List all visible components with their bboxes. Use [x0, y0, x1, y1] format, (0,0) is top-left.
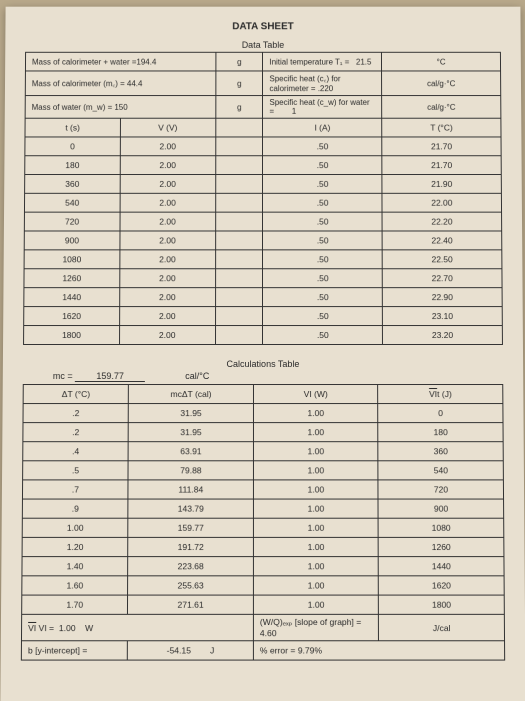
table-row: 5402.00.5022.00	[24, 193, 501, 212]
data-sheet: DATA SHEET Data Table Mass of calorimete…	[0, 6, 525, 701]
col-vit: VIt (J)	[378, 384, 503, 403]
table-row: 14402.00.5022.90	[23, 287, 501, 306]
table-row: 12602.00.5022.70	[23, 268, 501, 287]
data-table-header: t (s) V (V) I (A) T (°C)	[24, 118, 500, 137]
col-temp: T (°C)	[381, 118, 500, 137]
sheet-title: DATA SHEET	[25, 21, 501, 32]
mass-cal-water-unit: g	[215, 52, 263, 71]
table-row: .231.951.000	[22, 403, 502, 422]
table-row: .231.951.00180	[22, 422, 502, 441]
col-mcdt: mcΔT (cal)	[128, 384, 253, 403]
meta-row-1: Mass of calorimeter + water =194.4 g Ini…	[25, 52, 500, 71]
col-dt: ΔT (°C)	[23, 384, 129, 403]
initial-temp-unit: °C	[381, 52, 500, 71]
table-row: .579.881.00540	[22, 460, 503, 479]
slope-unit: J/cal	[378, 614, 504, 640]
table-row: 18002.00.5023.20	[23, 325, 502, 344]
table-row: .7111.841.00720	[22, 479, 503, 498]
data-table: Mass of calorimeter + water =194.4 g Ini…	[23, 51, 503, 344]
slope: (W/Q)ₑₓₚ [slope of graph] = 4.60	[253, 614, 379, 640]
b-label: b [y-intercept] =	[21, 640, 127, 659]
col-t: t (s)	[24, 118, 119, 137]
calc-footer-1: VI VI = 1.00 W (W/Q)ₑₓₚ [slope of graph]…	[21, 614, 504, 640]
spec-heat-water: Specific heat (c_w) for water = 1	[262, 95, 381, 118]
mass-water: Mass of water (m_w) = 150	[25, 95, 215, 118]
mass-cal-water: Mass of calorimeter + water =194.4	[25, 52, 215, 71]
table-row: 9002.00.5022.40	[24, 230, 502, 249]
spec-heat-cal-unit: cal/g·°C	[381, 70, 500, 95]
table-row: 7202.00.5022.20	[24, 212, 501, 231]
initial-temp-label: Initial temperature T₁ = 21.5	[262, 52, 381, 71]
table-row: 02.00.5021.70	[24, 136, 500, 155]
mc-line: mc = 159.77 cal/°C	[22, 370, 502, 381]
vi-mean: VI VI = 1.00 W	[21, 614, 253, 640]
meta-row-2: Mass of calorimeter (m꜀) = 44.4 g Specif…	[25, 70, 500, 95]
table-row: .9143.791.00900	[22, 499, 503, 518]
table-row: 1.60255.631.001620	[21, 575, 503, 594]
spec-heat-water-unit: cal/g·°C	[381, 95, 500, 118]
mass-cal-unit: g	[215, 70, 263, 95]
meta-row-3: Mass of water (m_w) = 150 g Specific hea…	[25, 95, 501, 118]
table-row: 1.70271.611.001800	[21, 595, 504, 614]
table-row: .463.911.00360	[22, 441, 503, 460]
spec-heat-cal: Specific heat (c꜀) for calorimeter = .22…	[262, 70, 381, 95]
table-row: 1.00159.771.001080	[22, 518, 504, 537]
col-i: I (A)	[262, 118, 381, 137]
col-v: V (V)	[120, 118, 215, 137]
calc-table: ΔT (°C) mcΔT (cal) VI (W) VIt (J) .231.9…	[20, 384, 504, 661]
table-row: 1.40223.681.001440	[21, 556, 503, 575]
table-row: 1802.00.5021.70	[24, 155, 501, 174]
calc-footer-2: b [y-intercept] = -54.15 J % error = 9.7…	[21, 640, 504, 659]
table-row: 16202.00.5023.10	[23, 306, 502, 325]
mass-cal: Mass of calorimeter (m꜀) = 44.4	[25, 70, 215, 95]
mass-water-unit: g	[215, 95, 263, 118]
col-vi: VI (W)	[253, 384, 378, 403]
data-table-heading: Data Table	[25, 40, 501, 50]
b-val: -54.15 J	[127, 640, 253, 659]
pct-error: % error = 9.79%	[253, 640, 504, 659]
table-row: 1.20191.721.001260	[22, 537, 504, 556]
calc-table-header: ΔT (°C) mcΔT (cal) VI (W) VIt (J)	[23, 384, 503, 403]
table-row: 3602.00.5021.90	[24, 174, 501, 193]
calc-table-heading: Calculations Table	[22, 358, 502, 368]
table-row: 10802.00.5022.50	[24, 249, 502, 268]
